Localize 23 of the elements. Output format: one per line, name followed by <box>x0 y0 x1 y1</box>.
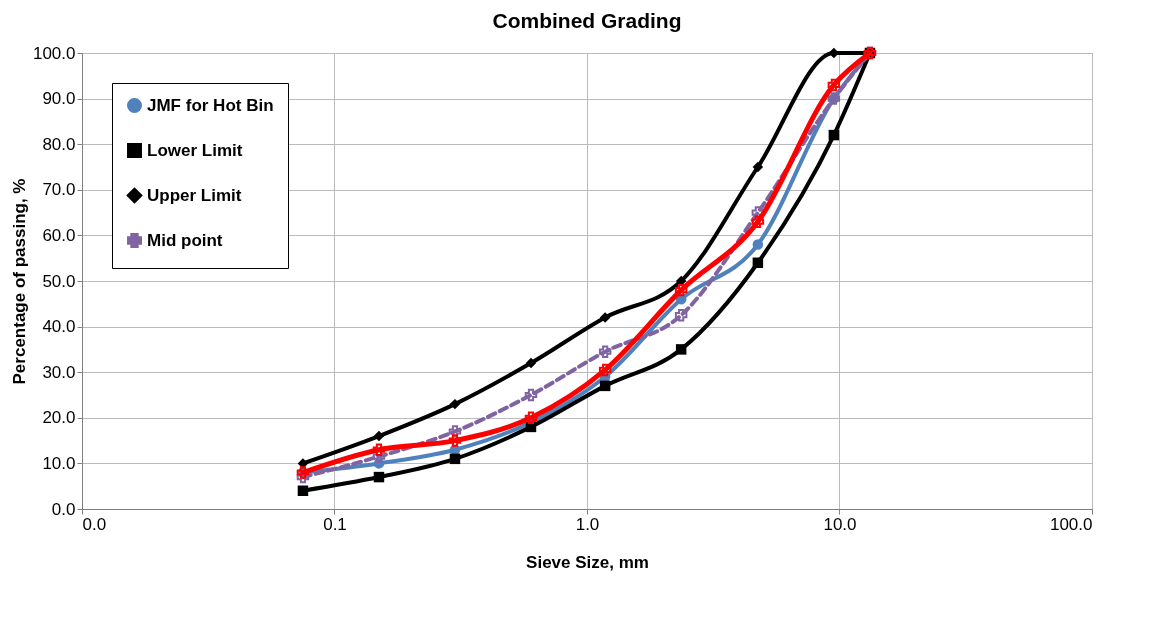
legend-label: Mid point <box>147 230 223 250</box>
legend-label: Lower Limit <box>147 140 243 160</box>
legend-label: JMF for Hot Bin <box>147 95 274 115</box>
legend-label: Upper Limit <box>147 185 242 205</box>
x-tick-label: 1.0 <box>575 514 600 534</box>
y-tick-label: 70.0 <box>42 180 76 200</box>
y-tick-label: 30.0 <box>42 362 76 382</box>
y-tick-label: 0.0 <box>51 499 76 519</box>
x-axis-title: Sieve Size, mm <box>526 552 649 572</box>
y-tick-label: 100.0 <box>32 43 76 63</box>
y-tick-label: 90.0 <box>42 89 76 109</box>
y-axis-title: Percentage of passing, % <box>9 178 29 385</box>
x-tick-label: 10.0 <box>823 514 857 534</box>
y-tick-label: 50.0 <box>42 271 76 291</box>
x-tick-label: 0.0 <box>82 514 107 534</box>
y-tick-label: 60.0 <box>42 225 76 245</box>
chart-title: Combined Grading <box>492 8 682 32</box>
x-tick-label: 0.1 <box>323 514 347 534</box>
y-tick-label: 20.0 <box>42 408 76 428</box>
y-tick-label: 40.0 <box>42 317 76 337</box>
y-tick-label: 80.0 <box>42 134 76 154</box>
y-tick-label: 10.0 <box>42 453 76 473</box>
x-tick-label: 100.0 <box>1049 514 1093 534</box>
